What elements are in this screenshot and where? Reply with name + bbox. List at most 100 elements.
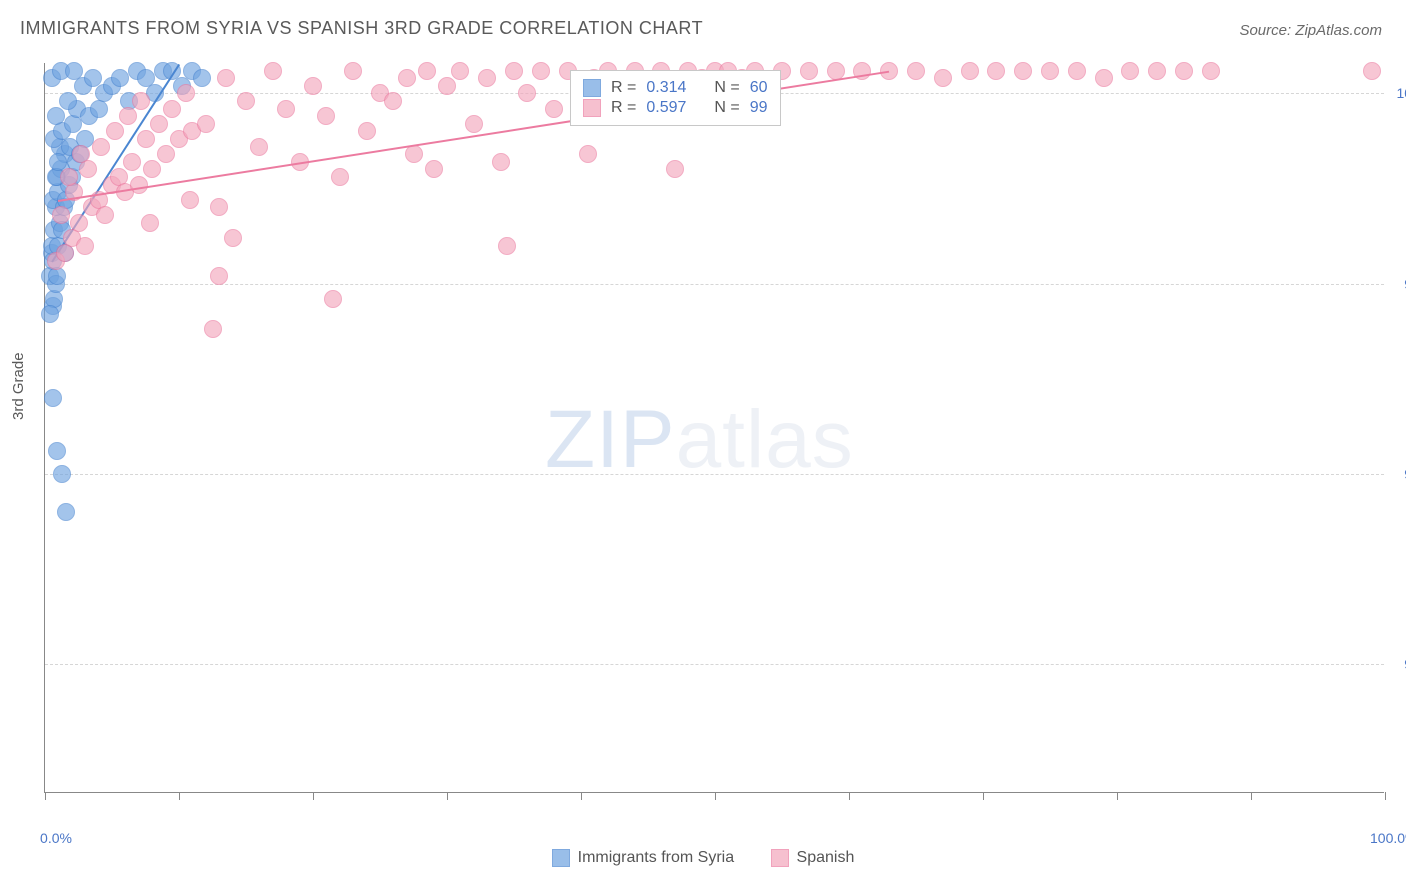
x-tick-label-min: 0.0% [40, 830, 72, 846]
data-point [532, 62, 550, 80]
data-point [210, 198, 228, 216]
x-tick [1385, 792, 1386, 800]
data-point [264, 62, 282, 80]
data-point [358, 122, 376, 140]
data-point [1148, 62, 1166, 80]
data-point [130, 176, 148, 194]
correlation-legend: R = 0.314 N = 60 R = 0.597 N = 99 [570, 70, 781, 126]
data-point [1363, 62, 1381, 80]
data-point [72, 145, 90, 163]
y-tick-label: 95.0% [1388, 466, 1406, 482]
data-point [304, 77, 322, 95]
data-point [224, 229, 242, 247]
data-point [800, 62, 818, 80]
data-point [425, 160, 443, 178]
y-tick-label: 100.0% [1388, 85, 1406, 101]
swatch-spanish [583, 99, 601, 117]
x-tick [581, 792, 582, 800]
data-point [48, 442, 66, 460]
data-point [1068, 62, 1086, 80]
x-tick [1251, 792, 1252, 800]
x-tick [715, 792, 716, 800]
n-value-spanish: 99 [750, 99, 768, 117]
swatch-syria [583, 79, 601, 97]
x-tick [983, 792, 984, 800]
data-point [317, 107, 335, 125]
x-tick [313, 792, 314, 800]
watermark-zip: ZIP [545, 394, 676, 485]
data-point [666, 160, 684, 178]
data-point [331, 168, 349, 186]
data-point [934, 69, 952, 87]
data-point [405, 145, 423, 163]
data-point [478, 69, 496, 87]
legend-label-syria: Immigrants from Syria [578, 849, 734, 867]
swatch-spanish [771, 849, 789, 867]
n-value-syria: 60 [750, 79, 768, 97]
r-label: R = [611, 79, 636, 97]
x-tick [1117, 792, 1118, 800]
data-point [181, 191, 199, 209]
x-tick [179, 792, 180, 800]
y-axis-title: 3rd Grade [10, 352, 27, 420]
data-point [143, 160, 161, 178]
data-point [65, 62, 83, 80]
data-point [59, 92, 77, 110]
x-tick [447, 792, 448, 800]
data-point [177, 84, 195, 102]
data-point [1175, 62, 1193, 80]
data-point [907, 62, 925, 80]
n-label: N = [714, 99, 739, 117]
data-point [344, 62, 362, 80]
data-point [137, 130, 155, 148]
legend-row-syria: R = 0.314 N = 60 [583, 79, 768, 97]
data-point [961, 62, 979, 80]
data-point [111, 69, 129, 87]
data-point [106, 122, 124, 140]
data-point [492, 153, 510, 171]
x-tick [849, 792, 850, 800]
r-value-syria: 0.314 [646, 79, 686, 97]
series-legend: Immigrants from Syria Spanish [0, 849, 1406, 872]
data-point [987, 62, 1005, 80]
r-value-spanish: 0.597 [646, 99, 686, 117]
swatch-syria [552, 849, 570, 867]
data-point [60, 168, 78, 186]
data-point [418, 62, 436, 80]
data-point [210, 267, 228, 285]
data-point [1121, 62, 1139, 80]
data-point [193, 69, 211, 87]
data-point [47, 107, 65, 125]
data-point [324, 290, 342, 308]
legend-item-spanish: Spanish [771, 849, 855, 867]
data-point [150, 115, 168, 133]
gridline [45, 474, 1384, 475]
x-tick [45, 792, 46, 800]
data-point [1014, 62, 1032, 80]
gridline [45, 664, 1384, 665]
data-point [465, 115, 483, 133]
data-point [123, 153, 141, 171]
data-point [119, 107, 137, 125]
data-point [157, 145, 175, 163]
legend-row-spanish: R = 0.597 N = 99 [583, 99, 768, 117]
data-point [96, 206, 114, 224]
data-point [217, 69, 235, 87]
data-point [204, 320, 222, 338]
data-point [250, 138, 268, 156]
data-point [163, 100, 181, 118]
data-point [451, 62, 469, 80]
data-point [57, 503, 75, 521]
data-point [1095, 69, 1113, 87]
legend-label-spanish: Spanish [797, 849, 855, 867]
data-point [579, 145, 597, 163]
data-point [505, 62, 523, 80]
data-point [438, 77, 456, 95]
data-point [132, 92, 150, 110]
data-point [44, 389, 62, 407]
y-tick-label: 92.5% [1388, 656, 1406, 672]
watermark-atlas: atlas [676, 394, 854, 485]
y-tick-label: 97.5% [1388, 276, 1406, 292]
data-point [53, 465, 71, 483]
data-point [197, 115, 215, 133]
